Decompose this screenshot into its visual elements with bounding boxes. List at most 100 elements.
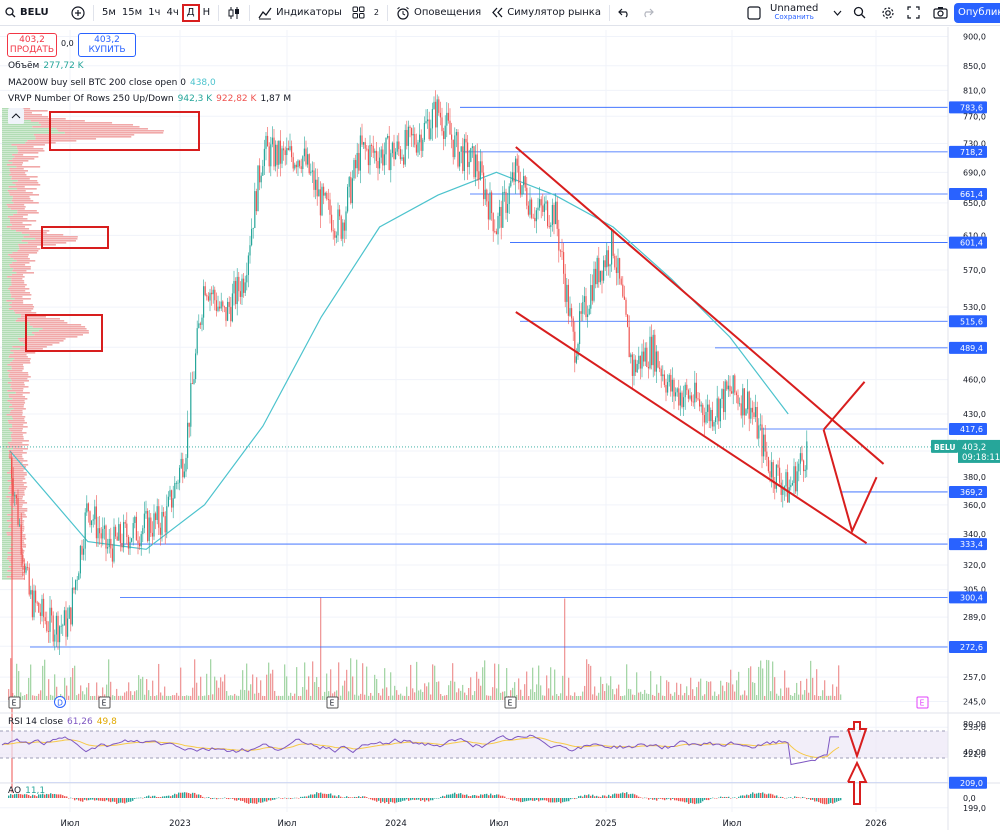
profile-collapse-button[interactable] xyxy=(8,108,24,124)
quick-search-button[interactable] xyxy=(848,0,876,26)
ao-bar xyxy=(710,798,712,799)
sell-button[interactable]: 403,2 ПРОДАТЬ xyxy=(7,33,57,57)
interval-15m[interactable]: 15м xyxy=(121,7,143,18)
volume-bar xyxy=(810,660,812,700)
time-tick-label: Июл xyxy=(490,819,509,829)
level-price-tag[interactable] xyxy=(949,591,987,604)
redo-button[interactable] xyxy=(636,0,659,26)
layout-name-button[interactable]: Unnamed Сохранить xyxy=(742,0,830,26)
interval-5m[interactable]: 5м xyxy=(102,7,116,18)
level-price-tag[interactable] xyxy=(949,485,987,498)
volume-bar xyxy=(278,695,280,700)
buy-button[interactable]: 403,2 КУПИТЬ xyxy=(78,33,136,57)
ao-bar xyxy=(772,794,774,798)
price-candle xyxy=(140,534,142,547)
volume-bar xyxy=(444,695,446,700)
interval-day[interactable]: Д xyxy=(181,3,200,22)
level-price-tag[interactable] xyxy=(949,236,987,249)
level-price-tag[interactable] xyxy=(949,101,987,114)
interval-1h[interactable]: 1ч xyxy=(148,7,161,18)
channel-upper-trendline[interactable] xyxy=(515,146,885,465)
earnings-marker[interactable] xyxy=(326,696,339,709)
down-arrow-annotation[interactable] xyxy=(847,721,868,760)
layouts-button[interactable]: 2 xyxy=(347,0,384,26)
dividend-marker[interactable] xyxy=(54,696,66,708)
price-candle xyxy=(431,109,433,129)
volume-profile-down xyxy=(17,188,37,190)
volume-profile-up xyxy=(2,570,8,572)
earnings-marker[interactable] xyxy=(8,696,21,709)
vrvp-legend[interactable]: VRVP Number Of Rows 250 Up/Down 942,3 K 92… xyxy=(8,94,291,104)
volume-bar xyxy=(678,694,680,700)
volume-legend[interactable]: Объём 277,72 K xyxy=(8,61,84,71)
forecast-up-arrow[interactable] xyxy=(822,381,866,431)
profile-highlight-box[interactable] xyxy=(41,226,109,249)
profile-highlight-box[interactable] xyxy=(25,314,103,352)
fullscreen-button[interactable] xyxy=(902,0,928,26)
up-arrow-annotation[interactable] xyxy=(847,760,868,805)
level-price-tag[interactable] xyxy=(949,315,987,328)
rsi-line[interactable] xyxy=(1,734,839,766)
ao-bar xyxy=(86,798,88,801)
ao-bar xyxy=(464,794,466,798)
earnings-marker[interactable] xyxy=(916,696,929,709)
profile-highlight-box[interactable] xyxy=(49,111,200,151)
volume-bar xyxy=(162,695,164,700)
earnings-marker[interactable] xyxy=(504,696,517,709)
time-axis[interactable]: Июл 2023 Июл 2024 Июл 2025 Июл 2026 xyxy=(61,819,887,829)
price-candle xyxy=(107,547,109,549)
level-price-tag[interactable] xyxy=(949,341,987,354)
level-price-label: 417,6 xyxy=(960,425,983,434)
chart-type-button[interactable] xyxy=(222,0,246,26)
volume-bar xyxy=(78,693,80,700)
volume-bar xyxy=(436,681,438,700)
undo-button[interactable] xyxy=(613,0,636,26)
level-price-tag[interactable] xyxy=(949,187,987,200)
price-candle xyxy=(489,192,491,220)
replay-button[interactable]: Симулятор рынка xyxy=(486,0,606,26)
level-price-tag[interactable] xyxy=(949,538,987,551)
alerts-button[interactable]: Оповещения xyxy=(391,0,486,26)
level-price-tag[interactable] xyxy=(949,776,987,789)
publish-button[interactable]: Опублико xyxy=(954,3,1000,23)
rsi-legend[interactable]: RSI 14 close 61,26 49,8 xyxy=(8,717,117,727)
interval-4h[interactable]: 4ч xyxy=(166,7,179,18)
last-price-tag[interactable] xyxy=(958,439,1000,463)
price-candle xyxy=(105,525,107,549)
settings-button[interactable] xyxy=(876,0,902,26)
price-tick-label: 430,0 xyxy=(963,410,986,419)
price-candle xyxy=(606,250,608,268)
level-price-tag[interactable] xyxy=(949,145,987,158)
level-price-tag[interactable] xyxy=(949,422,987,435)
price-candle xyxy=(75,580,77,590)
price-axis[interactable]: 900,0850,0810,0770,0730,0690,0650,0610,0… xyxy=(931,33,1000,830)
volume-bar xyxy=(610,676,612,700)
compare-button[interactable] xyxy=(66,0,90,26)
layout-menu-button[interactable] xyxy=(830,0,848,26)
snapshot-button[interactable] xyxy=(928,0,954,26)
ma-legend[interactable]: MA200W buy sell BTC 200 close open 0 438,… xyxy=(8,78,216,88)
price-candle xyxy=(417,142,419,153)
volume-profile-down xyxy=(11,528,25,530)
ao-bar xyxy=(112,798,114,802)
price-candle xyxy=(55,615,57,635)
volume-profile-down xyxy=(18,338,66,340)
channel-lower-trendline[interactable] xyxy=(515,311,868,544)
level-price-tag[interactable] xyxy=(949,640,987,653)
earnings-marker[interactable] xyxy=(98,696,111,709)
ma200w-line[interactable] xyxy=(9,171,789,550)
ao-bar xyxy=(802,796,804,798)
volume-profile-down xyxy=(12,572,25,574)
volume-profile-down xyxy=(17,318,60,320)
interval-week[interactable]: Н xyxy=(202,7,211,18)
ao-legend[interactable]: AO 11,1 xyxy=(8,786,45,796)
price-candle xyxy=(339,209,341,217)
price-candle xyxy=(587,314,589,318)
symbol-search[interactable]: BELU xyxy=(0,0,66,26)
volume-bar xyxy=(136,690,138,700)
ao-bar xyxy=(118,798,120,804)
forecast-down-arrow[interactable] xyxy=(822,429,878,534)
price-candle xyxy=(503,191,505,193)
indicators-button[interactable]: Индикаторы xyxy=(253,0,347,26)
